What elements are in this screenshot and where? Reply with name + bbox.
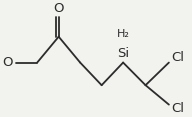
Text: O: O xyxy=(53,2,64,15)
Text: Cl: Cl xyxy=(172,51,185,64)
Text: Cl: Cl xyxy=(172,102,185,115)
Text: H₂: H₂ xyxy=(117,29,130,39)
Text: Si: Si xyxy=(117,47,129,60)
Text: O: O xyxy=(2,56,13,69)
